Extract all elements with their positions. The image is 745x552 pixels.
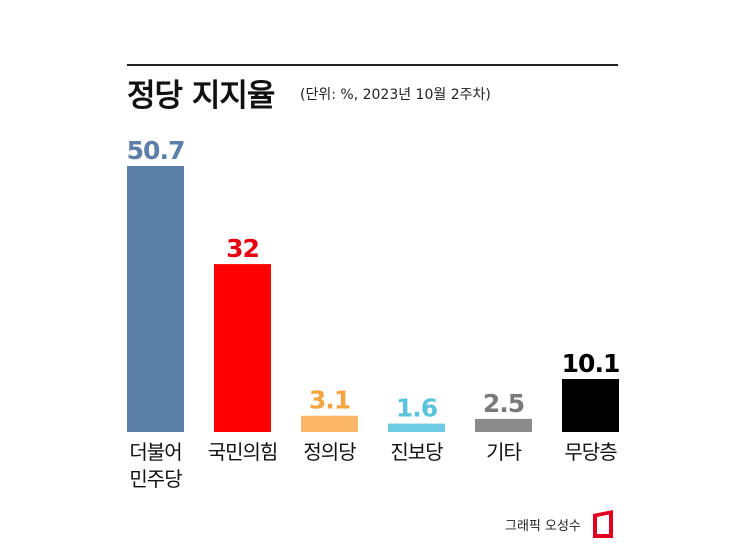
value-label-2: 3.1 [309,386,350,415]
value-label-3: 1.6 [396,394,438,423]
bar-5 [562,379,619,432]
bar-3 [388,423,445,432]
category-label-1: 국민의힘 [208,440,278,464]
chart-title: 정당 지지율 [127,78,275,114]
bar-0 [127,166,184,432]
value-label-5: 10.1 [562,349,620,378]
category-label-3: 진보당 [390,440,443,464]
category-label-4: 기타 [486,440,521,464]
value-label-4: 2.5 [483,389,524,418]
bar-2 [301,415,358,432]
category-label-0-line-0: 더불어 [129,440,181,464]
value-label-0: 50.7 [127,136,185,165]
category-label-0-line-1: 민주당 [129,467,182,491]
category-label-5: 무당층 [564,440,617,464]
bar-1 [214,264,271,432]
category-label-2: 정의당 [303,440,356,464]
graphic-credit: 그래픽 오성수 [505,519,581,534]
title-rule [127,64,618,66]
chart-subtitle: (단위: %, 2023년 10월 2주차) [300,87,491,103]
value-label-1: 32 [226,234,259,263]
publisher-logo-icon [593,510,613,538]
bar-4 [475,418,532,432]
